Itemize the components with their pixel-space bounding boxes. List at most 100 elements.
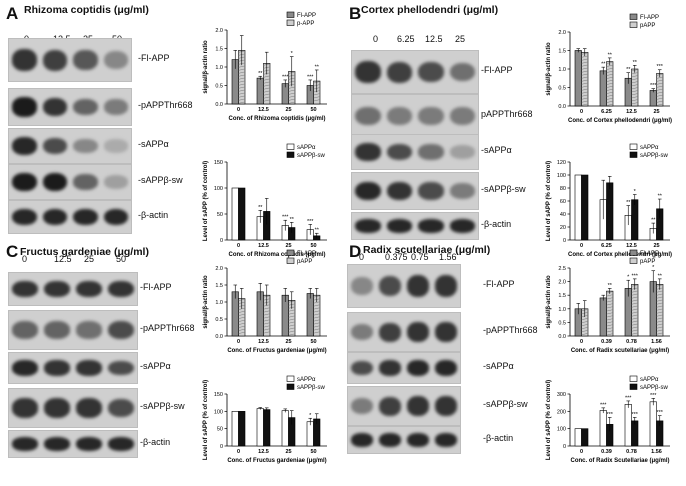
- bar-hatch: [581, 103, 589, 106]
- bar: [649, 90, 657, 107]
- bar-hatch: [288, 330, 296, 333]
- bar-hatch: [631, 102, 639, 105]
- bar-hatch: [656, 103, 664, 106]
- bar-hatch: [288, 318, 296, 321]
- blot-band: [449, 106, 475, 126]
- bar-hatch: [313, 316, 321, 319]
- blot-concentration: 0.75: [411, 252, 429, 262]
- legend-label: Fl-APP: [640, 251, 659, 257]
- bar-hatch: [581, 97, 589, 100]
- bar-hatch: [581, 82, 589, 85]
- bar-hatch: [631, 96, 639, 99]
- x-tick-label: 50: [310, 243, 316, 249]
- blot-band: [76, 321, 102, 339]
- bar-hatch: [313, 93, 321, 96]
- bar-hatch: [606, 70, 614, 73]
- bar-hatch: [238, 68, 246, 71]
- bar-hatch: [656, 76, 664, 79]
- y-tick-label: 0.0: [215, 102, 223, 108]
- bar-hatch: [581, 85, 589, 88]
- panel-letter: C: [6, 242, 19, 261]
- x-tick-label: 0: [580, 449, 583, 455]
- bar: [599, 297, 607, 337]
- bar-hatch: [656, 323, 664, 326]
- blot-concentration: 0: [359, 252, 365, 262]
- bar: [263, 409, 271, 447]
- bar-hatch: [631, 290, 639, 293]
- blot-band: [351, 397, 373, 415]
- blot-band-label: -sAPPα: [140, 361, 171, 371]
- western-blot-strip: [8, 388, 138, 428]
- western-blot-strip: [8, 88, 132, 126]
- bar-hatch: [238, 86, 246, 89]
- significance-label: *: [652, 265, 655, 271]
- bar-hatch: [263, 90, 271, 93]
- bar-hatch: [606, 315, 614, 318]
- bar-hatch: [288, 321, 296, 324]
- blot-title: Fructus gardeniae (μg/ml): [20, 246, 149, 258]
- blot-band: [407, 396, 429, 416]
- x-tick-label: 6.25: [601, 243, 612, 249]
- bar-chart: 0 50 100 150 Level of sAPP (% of control) 0 **…: [203, 143, 327, 258]
- bar-hatch: [656, 94, 664, 97]
- western-blot-strip: [351, 172, 479, 210]
- significance-label: **: [258, 71, 263, 77]
- blot-title: Cortex phellodendri (μg/ml): [361, 4, 499, 16]
- significance-label: *: [627, 275, 630, 281]
- bar-hatch: [631, 332, 639, 335]
- y-tick-label: 100: [214, 186, 223, 192]
- panel-d: D Radix scutellariae (μg/ml) 0 0.375 0.75 1.5…: [343, 236, 686, 471]
- x-tick-label: 12.5: [626, 109, 637, 115]
- bar-hatch: [238, 310, 246, 313]
- bar-hatch: [606, 312, 614, 315]
- blot-band: [12, 97, 37, 117]
- bar-hatch: [238, 98, 246, 101]
- blot-band-label: -β-actin: [481, 219, 512, 229]
- blot-band: [449, 183, 475, 199]
- x-tick-label: 50: [310, 339, 316, 345]
- x-axis-label: Conc. of Cortex phellodendri (μg/ml): [568, 252, 672, 258]
- bar: [238, 187, 246, 241]
- y-tick-label: 0.5: [215, 317, 223, 323]
- bar-hatch: [631, 302, 639, 305]
- x-tick-label: 1.56: [651, 339, 662, 345]
- y-axis-label: signal/β-actin ratio: [546, 42, 552, 96]
- significance-label: **: [658, 273, 663, 279]
- bar-hatch: [288, 333, 296, 336]
- blot-concentration: 6.25: [397, 34, 415, 44]
- blot-band: [351, 433, 373, 447]
- x-tick-label: 0: [237, 107, 240, 113]
- bar-hatch: [606, 88, 614, 91]
- panel-a: A Rhizoma coptidis (μg/ml) 0 12.5 25 50 -Fl-AP…: [0, 0, 343, 235]
- western-blot-strip: [347, 386, 461, 426]
- bar-hatch: [631, 326, 639, 329]
- y-axis-label: Level of sAPP (% of control): [203, 380, 209, 460]
- bar-hatch: [313, 328, 321, 331]
- y-tick-label: 0.0: [558, 104, 566, 110]
- bar-hatch: [263, 313, 271, 316]
- blot-band: [407, 275, 429, 297]
- bar-hatch: [581, 58, 589, 61]
- blot-concentration: 50: [116, 254, 127, 264]
- bar-hatch: [656, 85, 664, 88]
- blot-band: [108, 437, 134, 451]
- blot-band: [379, 322, 401, 342]
- bar-hatch: [313, 301, 321, 304]
- legend-swatch: [629, 21, 638, 28]
- bar: [606, 182, 614, 241]
- blot-band-label: -β-actin: [483, 433, 514, 443]
- blot-band: [42, 172, 67, 192]
- blot-band: [355, 181, 381, 201]
- y-tick-label: 0: [563, 238, 566, 244]
- x-tick-label: 25: [285, 107, 291, 113]
- legend-label: sAPPβ-sw: [640, 385, 668, 391]
- bar-hatch: [238, 322, 246, 325]
- blot-band: [435, 275, 457, 297]
- bar-hatch: [606, 327, 614, 330]
- blot-band-label: -sAPPβ-sw: [138, 175, 183, 185]
- blot-band: [435, 433, 457, 447]
- legend-label: sAPPβ-sw: [640, 153, 668, 159]
- blot-band: [44, 437, 70, 451]
- y-tick-label: 0: [563, 444, 566, 450]
- bar-hatch: [313, 304, 321, 307]
